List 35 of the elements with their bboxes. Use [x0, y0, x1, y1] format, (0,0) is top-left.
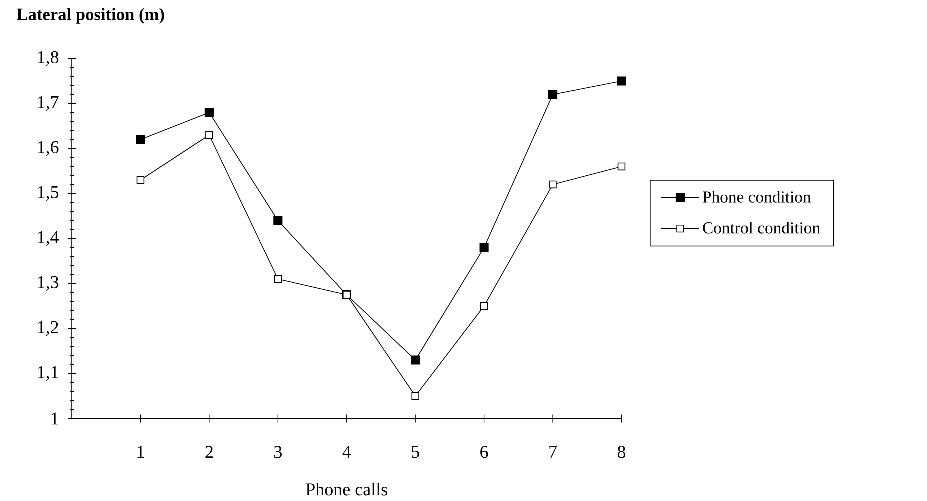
- point: [548, 90, 558, 100]
- x-tick-label: 3: [274, 446, 282, 458]
- x-tick-label: 6: [480, 446, 488, 458]
- point: [206, 131, 214, 140]
- y-tick-label: 1,5: [38, 186, 59, 202]
- x-axis-title: Phone calls: [306, 483, 388, 496]
- point: [411, 356, 420, 365]
- legend-label: Control condition: [703, 222, 820, 234]
- y-tick-label: 1,1: [38, 366, 58, 382]
- y-axis-title: Lateral position (m): [17, 8, 164, 24]
- point: [274, 275, 282, 284]
- point: [480, 302, 488, 310]
- legend-label: Phone condition: [702, 191, 812, 203]
- point: [618, 162, 626, 171]
- y-tick-label: 1,8: [38, 51, 59, 66]
- y-tick-label: 1: [52, 412, 58, 425]
- x-tick-label: 1: [138, 446, 144, 458]
- point: [617, 76, 626, 86]
- point: [136, 176, 145, 184]
- point: [274, 216, 283, 226]
- point: [480, 243, 489, 252]
- x-tick-label: 2: [206, 446, 213, 458]
- point: [204, 108, 214, 118]
- y-tick-label: 1,6: [38, 141, 59, 156]
- point: [412, 392, 420, 400]
- y-tick-label: 1,7: [38, 96, 59, 112]
- y-tick-label: 1,3: [38, 276, 59, 292]
- point: [136, 135, 146, 144]
- y-tick-label: 1,4: [38, 231, 60, 246]
- point: [549, 180, 557, 189]
- y-tick-label: 1,2: [38, 321, 58, 336]
- x-tick-label: 5: [412, 446, 420, 458]
- x-tick-label: 4: [342, 446, 352, 458]
- x-tick-label: 8: [618, 446, 626, 458]
- x-tick-label: 7: [550, 446, 558, 458]
